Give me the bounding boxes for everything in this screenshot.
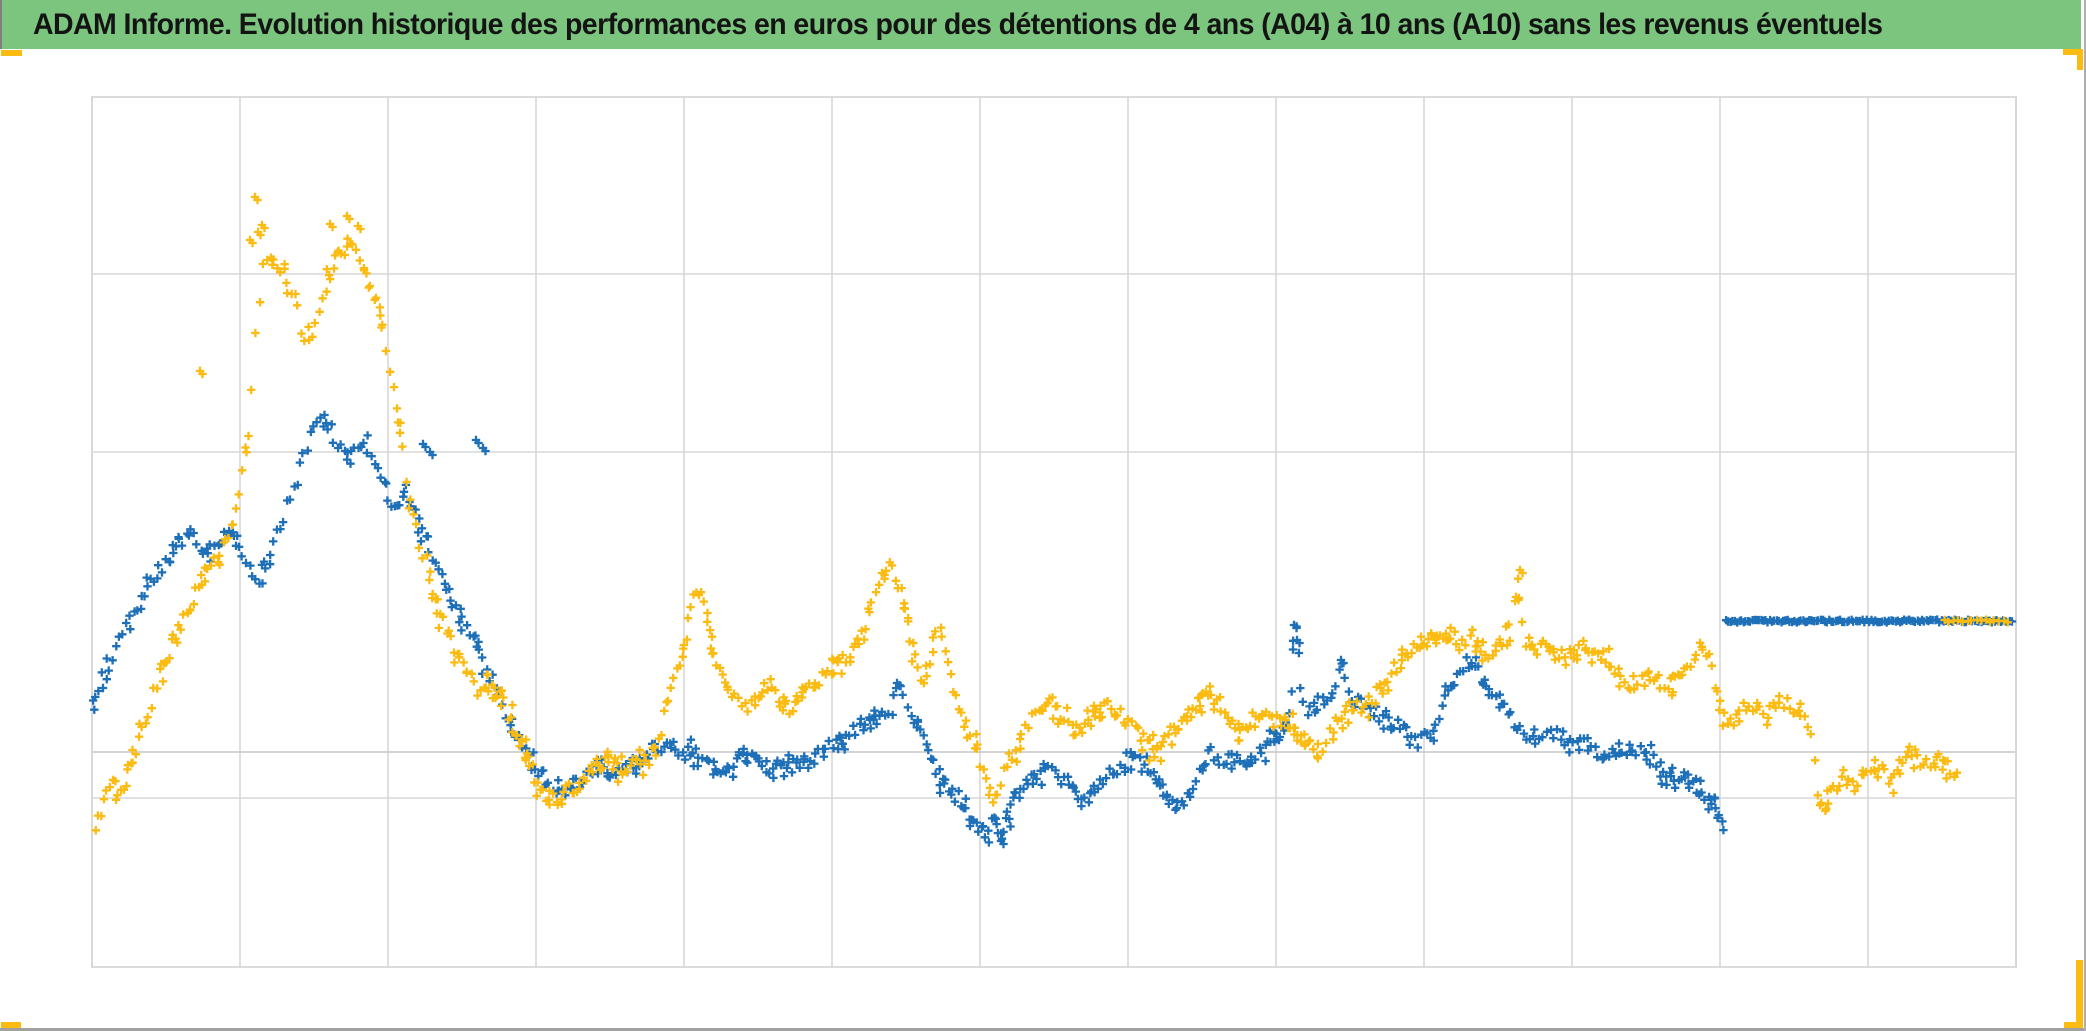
series-gold-points bbox=[91, 192, 2012, 835]
header-bar: ADAM Informe. Evolution historique des p… bbox=[2, 0, 2081, 49]
accent-top-right-horizontal bbox=[2063, 49, 2083, 55]
page-title: ADAM Informe. Evolution historique des p… bbox=[33, 7, 1883, 41]
accent-bottom-right-vertical bbox=[2076, 960, 2083, 1028]
page-right-edge bbox=[2084, 0, 2086, 1031]
accent-top-right-vertical bbox=[2077, 49, 2083, 70]
scatter-series bbox=[88, 192, 2017, 849]
gridlines bbox=[91, 96, 2017, 968]
accent-bottom-left bbox=[1, 1022, 21, 1028]
accent-bottom-right-horizontal bbox=[2064, 1022, 2083, 1028]
header-left-notch bbox=[0, 0, 2, 49]
series-blue-points bbox=[88, 410, 2017, 849]
page-bottom-edge bbox=[0, 1028, 2086, 1031]
accent-top-left bbox=[1, 50, 22, 56]
